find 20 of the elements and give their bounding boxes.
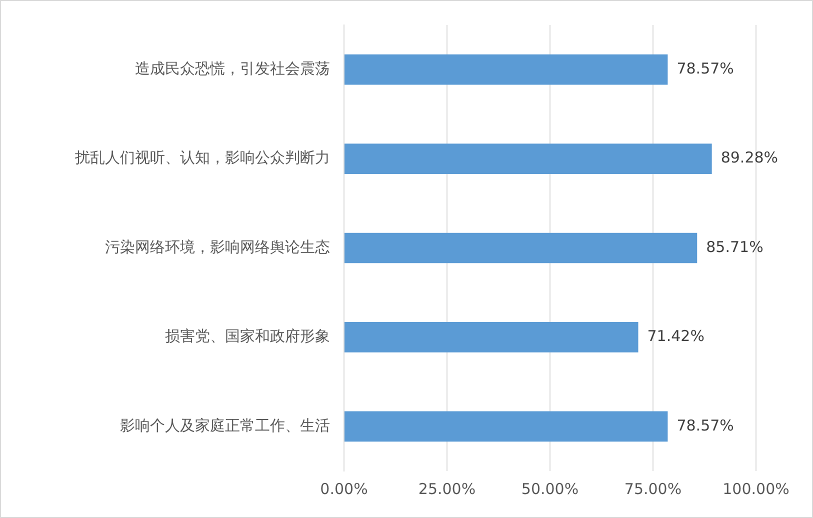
data-label: 85.71% — [706, 238, 764, 256]
x-tick-label: 0.00% — [320, 480, 368, 498]
data-label: 89.28% — [720, 148, 778, 167]
x-tick-label: 50.00% — [521, 480, 579, 498]
bar — [344, 411, 668, 442]
bar — [344, 144, 712, 174]
x-tick-label: 25.00% — [418, 480, 476, 498]
x-tick-label: 75.00% — [624, 480, 682, 498]
y-tick-label: 影响个人及家庭正常工作、生活 — [120, 416, 330, 434]
y-tick-label: 造成民众恐慌，引发社会震荡 — [135, 59, 330, 78]
data-label: 78.57% — [676, 416, 734, 434]
y-tick-label: 污染网络环境，影响网络舆论生态 — [105, 238, 330, 256]
bar — [344, 322, 638, 352]
data-label: 78.57% — [676, 59, 734, 78]
y-tick-label: 扰乱人们视听、认知，影响公众判断力 — [74, 148, 330, 167]
data-label: 71.42% — [647, 327, 704, 346]
bar — [344, 232, 698, 264]
x-tick-label: 100.00% — [722, 480, 790, 498]
bar — [344, 54, 668, 85]
y-tick-label: 损害党、国家和政府形象 — [165, 327, 330, 346]
